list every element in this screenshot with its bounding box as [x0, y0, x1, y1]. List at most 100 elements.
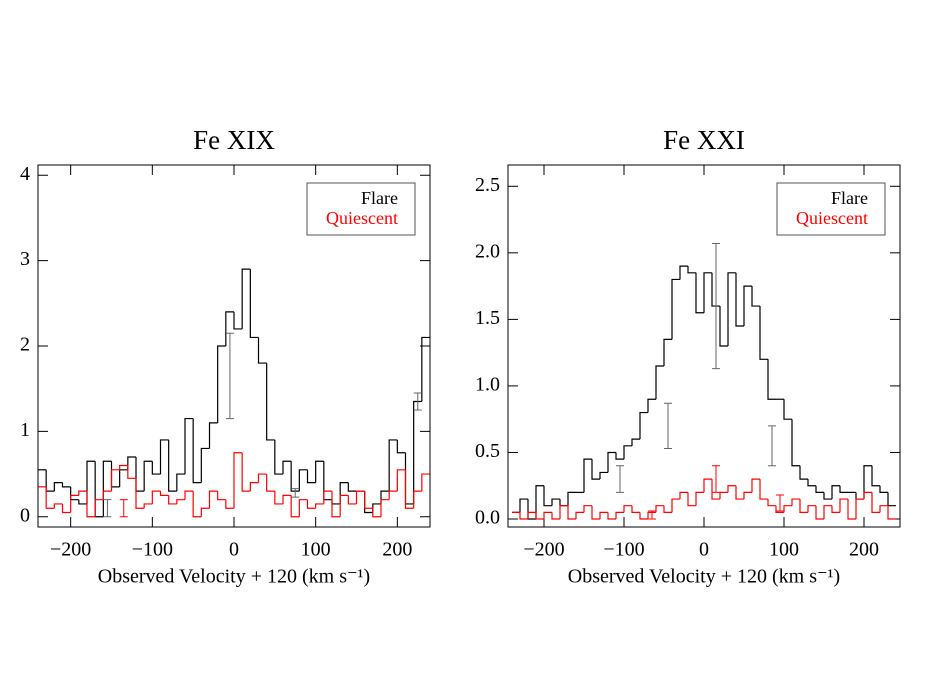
step	[78, 490, 87, 496]
step	[86, 491, 96, 518]
step	[743, 285, 752, 327]
step	[807, 479, 816, 487]
series-quiescent	[38, 452, 430, 518]
step	[567, 491, 576, 506]
step	[823, 492, 832, 500]
step	[323, 490, 332, 504]
step	[655, 505, 664, 513]
step	[339, 494, 349, 517]
step	[639, 411, 648, 440]
legend-box	[776, 182, 886, 236]
step	[110, 469, 120, 492]
step	[282, 494, 292, 504]
error-bar	[103, 499, 112, 518]
x-axis-label: Observed Velocity + 120 (km s⁻¹)	[568, 566, 840, 588]
step	[551, 498, 560, 506]
step	[404, 469, 414, 509]
step	[719, 306, 728, 347]
error-bar	[712, 465, 720, 493]
error-bar	[648, 510, 656, 520]
x-tick-label: 100	[769, 539, 799, 561]
x-tick-label: 100	[301, 539, 331, 561]
step	[53, 503, 63, 509]
step	[647, 398, 656, 413]
error-bar	[225, 332, 234, 420]
step	[127, 456, 136, 470]
step	[847, 499, 856, 520]
step	[151, 490, 161, 504]
y-tick-label: 4	[20, 163, 30, 185]
step	[388, 439, 398, 492]
step	[290, 495, 300, 518]
step	[143, 503, 153, 509]
step	[807, 505, 816, 513]
step	[347, 482, 357, 492]
error-bar	[413, 392, 422, 411]
step	[863, 491, 872, 500]
step	[839, 485, 848, 493]
step	[735, 272, 744, 327]
step	[607, 512, 616, 520]
step	[655, 365, 664, 400]
error-bar	[291, 488, 300, 498]
step	[759, 479, 768, 500]
step	[855, 498, 864, 520]
legend-label: Flare	[831, 188, 868, 208]
y-tick-label: 2	[20, 334, 30, 356]
step	[274, 439, 283, 475]
legend-label: Quiescent	[326, 208, 398, 228]
step	[687, 492, 696, 507]
step	[615, 511, 624, 520]
step	[168, 495, 177, 505]
x-tick-label: 200	[849, 539, 879, 561]
y-tick-label: 1.5	[475, 307, 500, 329]
step	[623, 445, 632, 460]
step	[751, 286, 760, 307]
step	[78, 499, 87, 505]
step	[159, 491, 169, 497]
y-tick-label: 0	[20, 504, 30, 526]
step	[200, 507, 210, 517]
step	[364, 491, 373, 514]
x-tick-label: 0	[229, 539, 239, 561]
step	[200, 447, 210, 483]
y-tick-label: 2.5	[475, 174, 500, 196]
step	[519, 498, 528, 513]
step	[298, 499, 308, 517]
step	[53, 482, 63, 492]
step	[225, 499, 234, 509]
step	[184, 490, 194, 500]
step	[711, 479, 720, 500]
step	[176, 473, 185, 492]
step	[527, 511, 536, 520]
series-flare	[512, 243, 896, 520]
step	[159, 439, 169, 475]
x-tick-label: −100	[132, 539, 173, 561]
step	[372, 503, 381, 513]
step	[282, 460, 292, 475]
step	[331, 499, 341, 505]
step	[168, 439, 177, 492]
step	[208, 490, 218, 509]
step	[663, 505, 672, 513]
step	[855, 492, 864, 500]
step	[266, 474, 275, 492]
step	[775, 505, 784, 513]
step	[306, 469, 316, 484]
step	[599, 511, 608, 520]
error-bar	[616, 465, 624, 493]
step	[671, 498, 680, 513]
x-tick-label: 200	[382, 539, 412, 561]
step	[102, 490, 112, 500]
step	[266, 363, 275, 441]
step	[703, 272, 712, 313]
step	[783, 399, 792, 420]
step	[364, 491, 373, 509]
step	[663, 338, 672, 366]
step	[815, 505, 824, 520]
step	[695, 272, 704, 314]
step	[208, 422, 218, 449]
step	[703, 478, 712, 493]
